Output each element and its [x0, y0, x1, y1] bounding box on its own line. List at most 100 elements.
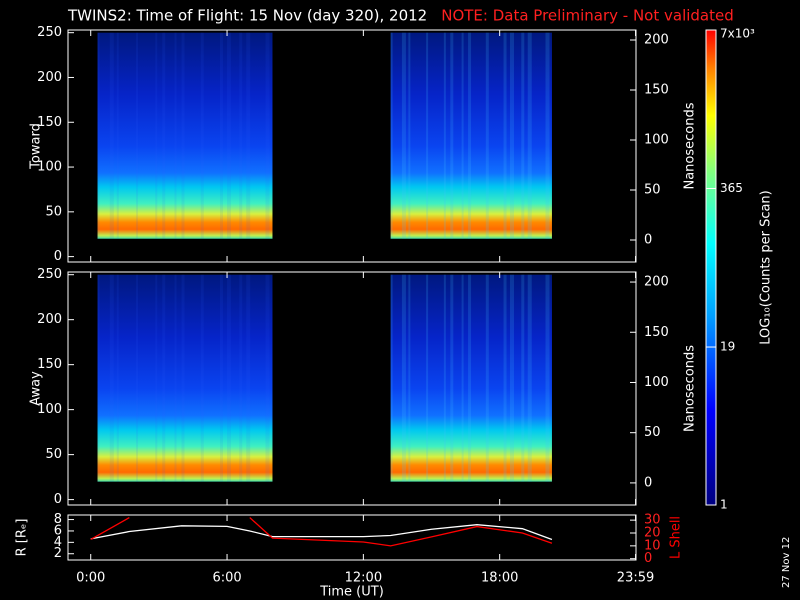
- y2-label: Nanoseconds: [683, 345, 698, 432]
- spectrogram-streak: [109, 32, 114, 239]
- y2-tick-label: 150: [644, 325, 669, 340]
- frame: [67, 29, 637, 263]
- spectrogram-streak: [545, 32, 550, 239]
- spectrogram-streak: [390, 32, 393, 239]
- spectrogram-streak: [426, 274, 429, 482]
- spectrogram-streak: [155, 32, 158, 239]
- spectrogram-streak: [461, 32, 464, 239]
- spectrogram-streak: [527, 32, 532, 239]
- spectrogram-streak: [401, 274, 406, 482]
- spectrogram-streak: [97, 274, 100, 482]
- spectrogram-streak: [239, 274, 243, 482]
- y-tick-label: 0: [54, 492, 62, 507]
- y2-tick-label: 20: [644, 526, 661, 541]
- y2-tick-label: 200: [644, 33, 669, 48]
- spectrogram-block: [390, 274, 552, 482]
- spectrogram-block: [390, 32, 552, 239]
- note: NOTE: Data Preliminary - Not validated: [441, 7, 734, 25]
- x-tick-label: 12:00: [345, 571, 382, 586]
- spectrogram-streak: [97, 32, 100, 239]
- y-tick-label: 250: [37, 267, 62, 282]
- y2-tick-label: 50: [644, 425, 661, 440]
- spectrogram-streak: [426, 32, 429, 239]
- y-tick-label: 150: [37, 115, 62, 130]
- spectrogram-streak: [155, 274, 158, 482]
- spectrogram-streak: [509, 32, 514, 239]
- spectrogram-streak: [265, 32, 270, 239]
- spectrogram-streak: [162, 32, 166, 239]
- y-tick-label: 2: [54, 546, 62, 561]
- spectrogram-streak: [162, 274, 166, 482]
- spectrogram-streak: [461, 274, 464, 482]
- spectrogram-streak: [116, 274, 119, 482]
- date-stamp: 27 Nov 12: [781, 537, 792, 588]
- spectrogram-streak: [527, 274, 532, 482]
- y2-tick-label: 0: [644, 551, 652, 566]
- spectrogram-streak: [136, 32, 139, 239]
- y-tick-label: 200: [37, 70, 62, 85]
- y-tick-label: 4: [54, 535, 62, 550]
- spectrogram-streak: [200, 274, 204, 482]
- y-label: Away: [29, 371, 44, 406]
- x-label: Time (UT): [319, 585, 384, 600]
- x-tick-label: 0:00: [76, 571, 105, 586]
- spectrogram-streak: [521, 274, 525, 482]
- spectrogram-streak: [116, 32, 119, 239]
- spectrogram-streak: [200, 32, 204, 239]
- spectrogram-block: [97, 32, 273, 239]
- spectrogram-streak: [503, 32, 507, 239]
- frame: [67, 271, 637, 506]
- colorbar-tick-label: 365: [720, 181, 743, 195]
- y-label: Toward: [29, 123, 44, 170]
- series-axis-label: R [Rₑ]: [15, 519, 30, 557]
- spectrogram-streak: [390, 274, 393, 482]
- y2-tick-label: 0: [644, 233, 652, 248]
- colorbar-label: LOG₁₀(Counts per Scan): [759, 190, 774, 345]
- spectrogram-streak: [450, 32, 454, 239]
- y2-tick-label: 100: [644, 375, 669, 390]
- y-tick-label: 200: [37, 312, 62, 327]
- spectrogram-streak: [408, 32, 411, 239]
- frame: [67, 514, 637, 561]
- spectrogram-streak: [181, 274, 185, 482]
- spectrogram-streak: [450, 274, 454, 482]
- spectrogram-streak: [265, 274, 270, 482]
- y-tick-label: 250: [37, 25, 62, 40]
- y2-tick-label: 0: [644, 475, 652, 490]
- y2-tick-label: 100: [644, 133, 669, 148]
- spectrogram-streak: [109, 274, 114, 482]
- y2-tick-label: 50: [644, 183, 661, 198]
- spectrogram-streak: [401, 32, 406, 239]
- spectrogram-streak: [443, 274, 446, 482]
- spectrogram-streak: [181, 32, 185, 239]
- spectrogram-streak: [468, 274, 472, 482]
- y-tick-label: 50: [45, 447, 62, 462]
- spectrogram-streak: [521, 32, 525, 239]
- y2-tick-label: 200: [644, 275, 669, 290]
- y-tick-label: 50: [45, 204, 62, 219]
- y-tick-label: 6: [54, 523, 62, 538]
- y2-label: Nanoseconds: [683, 102, 698, 189]
- y2-tick-label: 150: [644, 83, 669, 98]
- series-line: [90, 517, 553, 547]
- y-tick-label: 0: [54, 249, 62, 264]
- y-tick-label: 150: [37, 357, 62, 372]
- x-tick-label: 23:59: [617, 571, 654, 586]
- x-tick-label: 6:00: [212, 571, 241, 586]
- spectrogram-streak: [246, 32, 251, 239]
- y-tick-label: 100: [37, 160, 62, 175]
- series-line: [90, 524, 553, 541]
- spectrogram-streak: [443, 32, 446, 239]
- colorbar: [705, 29, 717, 506]
- series-axis-label: L Shell: [669, 516, 684, 559]
- spectrogram-streak: [545, 274, 550, 482]
- spectrogram-streak: [246, 274, 251, 482]
- x-tick-label: 18:00: [481, 571, 518, 586]
- spectrogram-streak: [219, 32, 223, 239]
- spectrogram-streak: [485, 274, 489, 482]
- spectrogram-streak: [226, 274, 231, 482]
- spectrogram-streak: [503, 274, 507, 482]
- spectrogram-streak: [509, 274, 514, 482]
